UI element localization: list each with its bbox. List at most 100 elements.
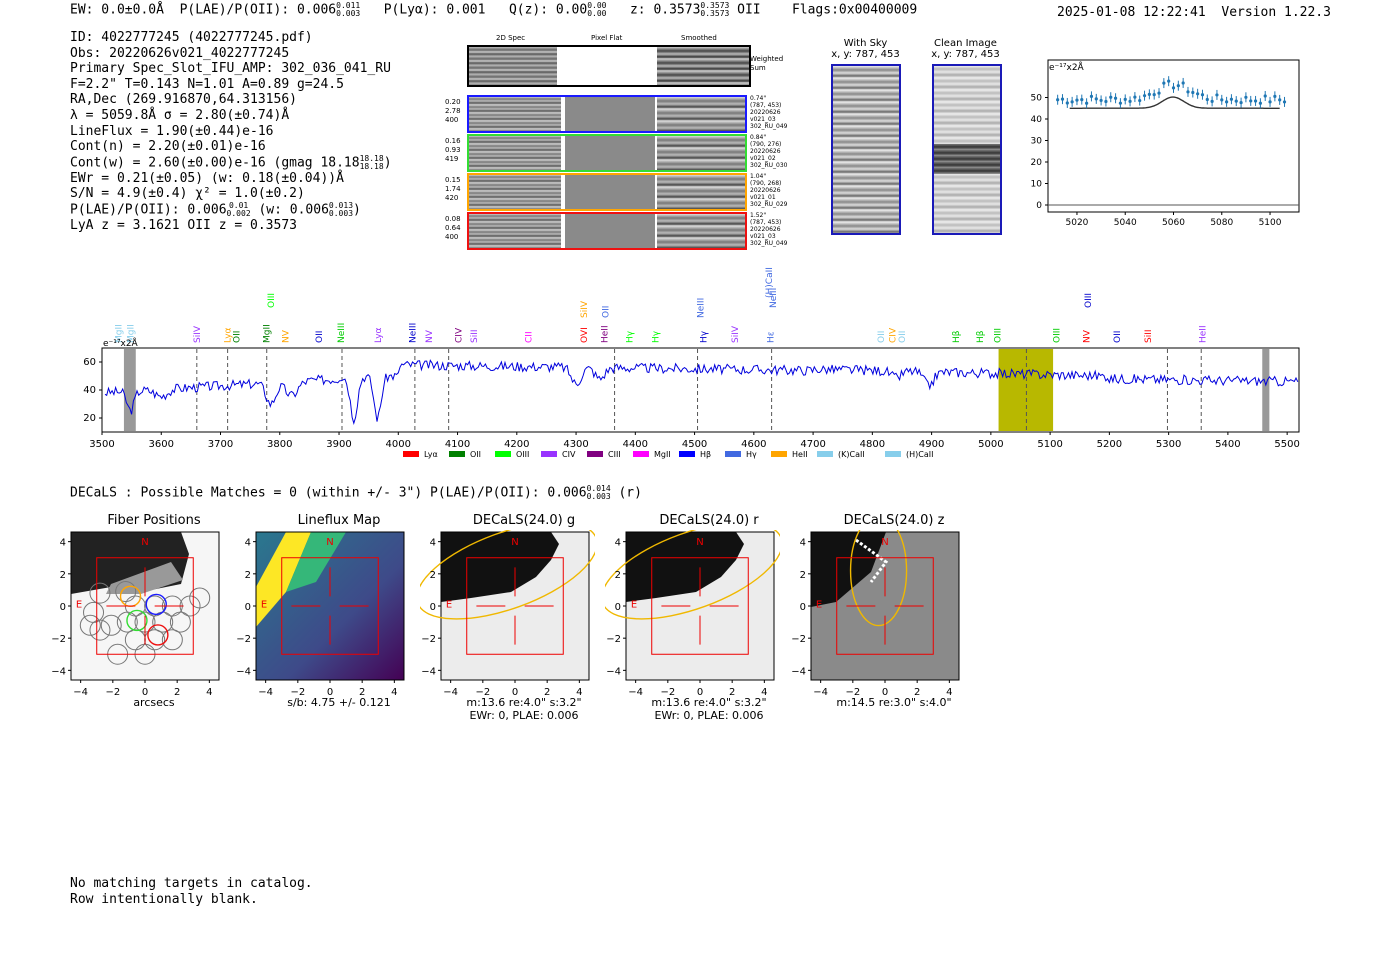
legend-label: OII [470, 450, 481, 459]
decals-ytick-label: 4 [245, 538, 251, 549]
info-plae: P(LAE)/P(OII): 0.006 0.01 0.002 (w: 0.006 0… [70, 201, 361, 219]
info-fwhm: F=2.2" T=0.143 N=1.01 A=0.89 g=24.5 [70, 76, 344, 92]
spectrum-line-label: NeIII [697, 298, 707, 318]
decals-heading-text: DECaLS : Possible Matches = 0 (within +/… [70, 485, 587, 501]
contw-lo: 18.18 [359, 161, 384, 171]
spectrum-line [104, 359, 1299, 425]
aperture-ellipse [849, 530, 908, 627]
spectrum-line-label: Hβ [952, 330, 962, 343]
fiber-circle [89, 582, 111, 604]
decals-xtick-label: 4 [946, 687, 952, 698]
spectrum-xtick-label: 5000 [978, 439, 1003, 450]
fiber-circle [89, 619, 111, 641]
decals-xtick-label: −2 [660, 687, 675, 698]
zoom-point [1142, 94, 1147, 98]
spectrum-xtick-label: 3800 [267, 439, 292, 450]
decals-xtick-label: 4 [391, 687, 397, 698]
decals-panel-title: DECaLS(24.0) z [843, 513, 945, 528]
decals-panel-caption: arcsecs [133, 696, 175, 709]
cutout-row-left-values: 0.08 0.64 400 [445, 215, 461, 242]
info-ewr: EWr = 0.21(±0.05) (w: 0.18(±0.04))Å [70, 170, 344, 186]
lineflux-mid [286, 532, 346, 592]
cutout-row-value: 0.15 [445, 176, 461, 184]
cutout-pixelflat [565, 136, 655, 170]
cutout-row-left-values: 0.15 1.74 420 [445, 176, 461, 203]
cutout-pixelflat [565, 97, 655, 131]
info-obs: Obs: 20220626v021_4022777245 [70, 45, 290, 61]
spectrum-ytick-label: 20 [83, 413, 96, 424]
legend-swatch [885, 451, 901, 457]
decals-panel-caption: EWr: 0, PLAE: 0.006 [654, 709, 764, 722]
cutout-row-info: 302_RU_030 [750, 162, 788, 169]
zoom-point [1113, 96, 1118, 100]
header-bar: EW: 0.0±0.0Å P(LAE)/P(OII): 0.006 0.011 0.… [70, 2, 917, 22]
info-radec: RA,Dec (269.916870,64.313156) [70, 92, 297, 108]
zoom-xtick-label: 5020 [1066, 218, 1089, 228]
weighted-smoothed [657, 47, 749, 85]
zoom-model-curve [1069, 96, 1280, 109]
zoom-point [1273, 94, 1277, 98]
zoom-ytick-label: 50 [1031, 94, 1043, 104]
spectrum-xtick-label: 3900 [326, 439, 351, 450]
with-sky-image [831, 64, 901, 235]
cutout-row-info: v021_03 [750, 233, 776, 240]
decals-dark-region [626, 532, 744, 602]
col-header-pixelflat: Pixel Flat [591, 34, 623, 42]
decals-ytick-label: 2 [430, 570, 436, 581]
zoom-xtick-label: 5080 [1210, 218, 1233, 228]
cutout-row-info: 1.04" [750, 173, 767, 180]
zoom-point [1065, 101, 1069, 105]
zoom-point [1089, 94, 1094, 98]
zoom-xtick-label: 5060 [1162, 218, 1185, 228]
qz-hi: 0.00 [587, 1, 607, 10]
spectrum-xtick-label: 4000 [386, 439, 411, 450]
legend-label: OIII [516, 450, 529, 459]
decals-ytick-label: 0 [245, 602, 251, 613]
decals-lo: 0.003 [586, 492, 611, 501]
zoom-point [1080, 97, 1084, 102]
version: Version 1.22.3 [1221, 5, 1331, 20]
cutout-row-value: 0.20 [445, 98, 461, 106]
zoom-point [1099, 98, 1103, 103]
spectrum-line-label: NV [425, 329, 435, 343]
zoom-point [1109, 95, 1113, 99]
cutout-row-value: 2.78 [445, 107, 461, 115]
decals-xtick-label: 4 [576, 687, 582, 698]
decals-xtick-label: 4 [206, 687, 212, 698]
compass-e: E [816, 600, 822, 611]
cutout-row-right-info: 0.74" (787, 453) 20220626 v021_03 302_RU_049 [750, 95, 787, 130]
legend-label: CIV [562, 450, 576, 459]
spectrum-xtick-label: 4600 [741, 439, 766, 450]
zoom-ytick-label: 10 [1031, 180, 1043, 190]
spectrum-line-label: CIV [888, 327, 898, 343]
spectrum-highlight-band [998, 349, 1054, 431]
decals-xtick-label: −2 [845, 687, 860, 698]
zoom-point [1085, 101, 1089, 105]
plae-w-hi: 0.013 [328, 201, 354, 211]
zoom-point [1152, 93, 1156, 97]
spectrum-xtick-label: 5200 [1097, 439, 1122, 450]
cutout-row-value: 0.93 [445, 146, 461, 154]
clean-panel: Clean Image x, y: 787, 453 [928, 38, 1003, 60]
clean-emission-band [934, 144, 1000, 174]
spectrum-line-label: MgII [126, 324, 136, 343]
cutout-row-info: 0.74" [750, 95, 767, 102]
decals-ytick-label: −2 [606, 634, 621, 645]
zoom-point [1249, 99, 1253, 103]
zoom-point [1176, 84, 1180, 88]
legend-swatch [495, 451, 511, 457]
spectrum-line-label: NeIII [769, 288, 779, 308]
decals-xtick-label: 0 [697, 687, 703, 698]
spectrum-line-label: CIV [455, 327, 465, 343]
fiber-circle [79, 614, 101, 636]
spectrum-line-label: SiIV [193, 325, 203, 343]
decals-ytick-label: 2 [60, 570, 66, 581]
aperture-ellipse [420, 530, 595, 620]
compass-n: N [696, 537, 703, 548]
plae-w-lo: 0.003 [328, 209, 354, 219]
spectrum-xtick-label: 5500 [1274, 439, 1299, 450]
spectrum-ytick-label: 40 [83, 385, 96, 396]
decals-ytick-label: −4 [791, 666, 806, 677]
spectrum-line-label: MgII [263, 324, 273, 343]
decals-ytick-label: 2 [800, 570, 806, 581]
